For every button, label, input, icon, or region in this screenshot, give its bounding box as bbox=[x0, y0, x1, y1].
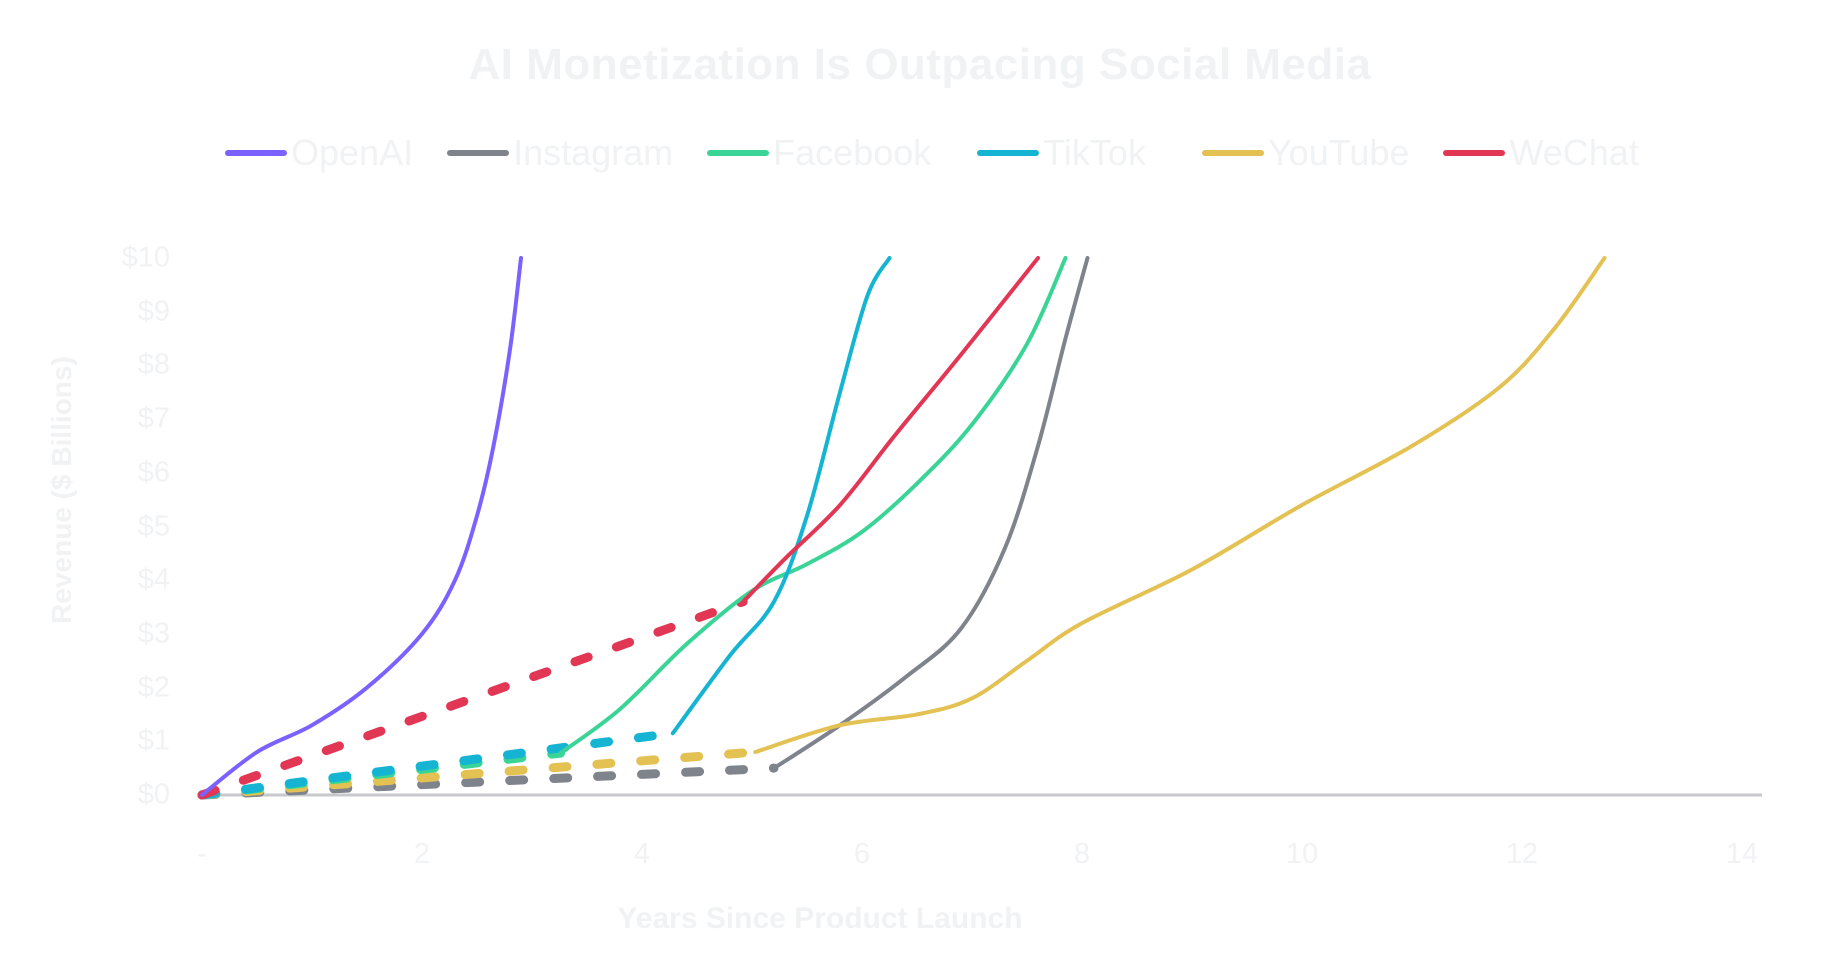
x-tick-label: 12 bbox=[1505, 838, 1539, 870]
x-tick-label: 8 bbox=[1073, 838, 1091, 870]
legend-swatch-icon bbox=[1443, 150, 1506, 156]
y-tick-label: $8 bbox=[137, 348, 170, 381]
series-tiktok-dashed bbox=[197, 728, 678, 800]
legend: OpenAI Instagram Facebook TikTok YouTube… bbox=[225, 132, 1673, 174]
x-axis-title: Years Since Product Launch bbox=[617, 902, 1023, 935]
series-tiktok-line bbox=[670, 256, 892, 736]
legend-label: YouTube bbox=[1267, 132, 1410, 173]
x-tick-label: 6 bbox=[853, 838, 871, 870]
y-tick-label: $3 bbox=[137, 617, 170, 650]
chart-title: AI Monetization Is Outpacing Social Medi… bbox=[468, 40, 1372, 89]
y-tick-label: $4 bbox=[137, 563, 170, 596]
legend-label: TikTok bbox=[1043, 132, 1146, 173]
y-tick-label: $1 bbox=[137, 724, 170, 757]
legend-swatch-icon bbox=[977, 150, 1040, 156]
legend-item-openai: OpenAI bbox=[225, 132, 447, 174]
legend-swatch-icon bbox=[1201, 150, 1264, 156]
legend-swatch-icon bbox=[707, 150, 770, 156]
x-tick-label: - bbox=[197, 838, 207, 870]
legend-swatch-icon bbox=[447, 150, 510, 156]
legend-swatch-icon bbox=[225, 150, 287, 156]
y-tick-label: $6 bbox=[137, 456, 170, 489]
y-tick-label: $5 bbox=[137, 510, 170, 542]
x-tick-label: 14 bbox=[1725, 838, 1759, 870]
legend-item-facebook: Facebook bbox=[707, 132, 977, 174]
legend-item-youtube: YouTube bbox=[1201, 132, 1443, 174]
x-tick-label: 2 bbox=[413, 838, 431, 870]
series-wechat-dashed bbox=[197, 597, 748, 800]
y-tick-label: $10 bbox=[121, 241, 170, 274]
series-wechat-line bbox=[741, 256, 1040, 604]
y-tick-label: $0 bbox=[137, 778, 170, 811]
series-youtube-line bbox=[753, 256, 1607, 755]
y-tick-label: $7 bbox=[137, 402, 170, 435]
y-tick-label: $9 bbox=[137, 295, 170, 328]
legend-item-instagram: Instagram bbox=[447, 132, 707, 174]
legend-label: WeChat bbox=[1509, 132, 1639, 173]
x-tick-label: 4 bbox=[633, 838, 651, 870]
series-instagram-line bbox=[772, 256, 1090, 771]
series-lines bbox=[197, 256, 1607, 800]
legend-item-wechat: WeChat bbox=[1443, 132, 1672, 174]
legend-label: Facebook bbox=[773, 132, 932, 173]
series-facebook-line bbox=[558, 256, 1068, 756]
legend-label: Instagram bbox=[513, 132, 674, 173]
y-tick-label: $2 bbox=[137, 671, 170, 704]
series-openai-line bbox=[200, 256, 523, 797]
legend-label: OpenAI bbox=[291, 132, 414, 173]
x-tick-label: 10 bbox=[1285, 838, 1319, 870]
legend-item-tiktok: TikTok bbox=[977, 132, 1202, 174]
